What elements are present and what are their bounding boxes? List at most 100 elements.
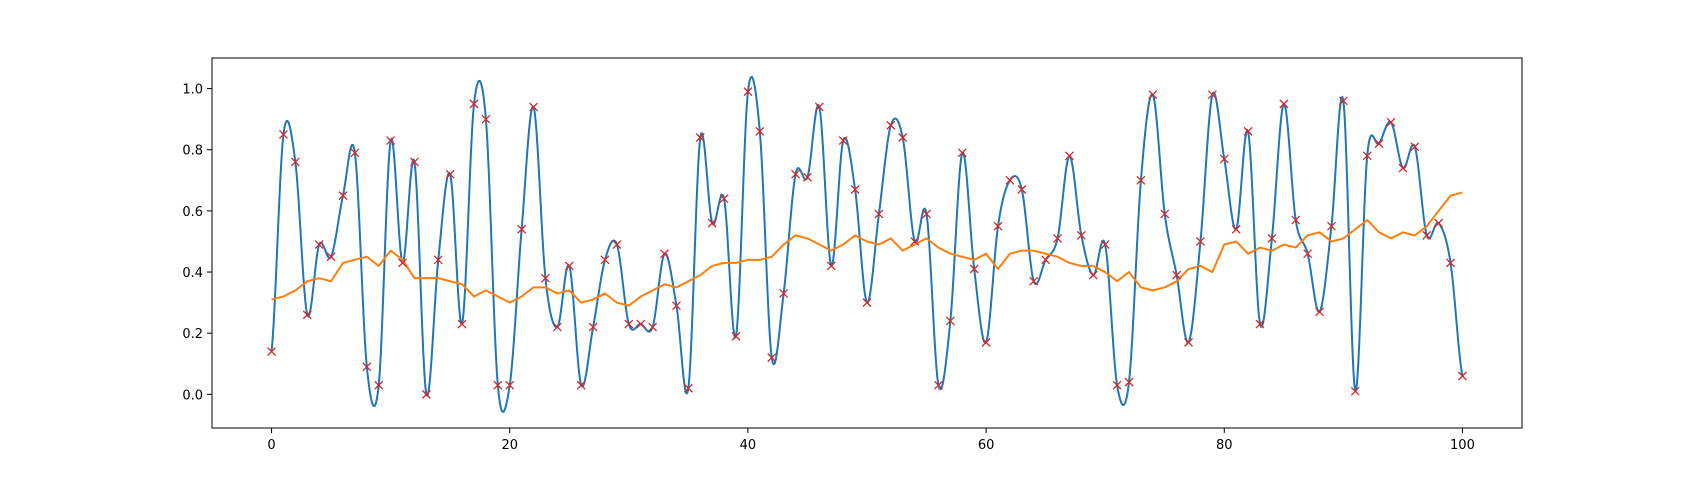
sample-marker: [278, 129, 288, 139]
sample-marker-stroke: [1434, 218, 1444, 228]
sample-marker: [1231, 224, 1241, 234]
sample-marker: [624, 319, 634, 329]
sample-marker: [481, 114, 491, 124]
sample-marker: [648, 322, 658, 332]
sample-marker: [1064, 151, 1074, 161]
sample-marker-stroke: [1279, 99, 1289, 109]
sample-marker: [386, 136, 396, 146]
sample-marker: [267, 347, 277, 357]
sample-marker: [779, 288, 789, 298]
sample-marker-stroke: [600, 255, 610, 265]
sample-marker-stroke: [1255, 319, 1265, 329]
sample-marker: [457, 319, 467, 329]
sample-marker-stroke: [874, 209, 884, 219]
sample-marker-stroke: [1136, 175, 1146, 185]
sample-marker-stroke: [862, 298, 872, 308]
sample-marker-stroke: [993, 221, 1003, 231]
sample-marker: [1184, 337, 1194, 347]
sample-marker: [529, 102, 539, 112]
sample-marker: [862, 298, 872, 308]
sample-marker-stroke: [707, 218, 717, 228]
sample-marker-stroke: [1243, 126, 1253, 136]
sample-marker-stroke: [886, 120, 896, 130]
sample-marker-stroke: [731, 331, 741, 341]
sample-marker: [910, 237, 920, 246]
sample-marker: [1255, 319, 1265, 329]
axis-ticks: 0 20 40 60 80 100 0.0 0.2 0.4 0.6 0.8 1.0: [182, 83, 1475, 453]
sample-marker-stroke: [624, 319, 634, 329]
sample-marker: [409, 157, 419, 167]
sample-marker: [731, 331, 741, 341]
sample-marker: [850, 185, 860, 194]
sample-marker-stroke: [1219, 154, 1229, 164]
sample-marker-stroke: [362, 362, 372, 372]
sample-marker-stroke: [945, 316, 955, 326]
sample-marker-stroke: [719, 194, 729, 204]
sample-marker-stroke: [814, 102, 824, 112]
sample-marker: [1422, 230, 1432, 240]
sample-marker-stroke: [850, 185, 860, 194]
sample-marker-stroke: [1029, 276, 1039, 286]
sample-marker-stroke: [1362, 151, 1372, 161]
sample-marker: [802, 172, 812, 182]
sample-marker: [1410, 142, 1420, 152]
sample-marker-stroke: [1207, 90, 1217, 100]
sample-marker: [338, 191, 348, 201]
sample-marker: [660, 249, 670, 259]
sample-marker-stroke: [1053, 233, 1063, 243]
sample-marker: [886, 120, 896, 130]
sample-marker: [1446, 258, 1456, 268]
sample-marker: [564, 261, 574, 271]
sample-marker-stroke: [1124, 377, 1134, 387]
sample-marker-stroke: [302, 310, 312, 320]
sample-marker-stroke: [1374, 139, 1384, 149]
sample-marker: [1136, 175, 1146, 185]
sample-marker-stroke: [898, 133, 908, 142]
sample-marker-stroke: [457, 319, 467, 329]
sample-marker: [1219, 154, 1229, 164]
x-tick-label: 20: [501, 438, 518, 453]
sample-marker: [1088, 270, 1098, 280]
sample-marker-stroke: [469, 99, 479, 109]
sample-marker-stroke: [1184, 337, 1194, 347]
x-tick-label: 100: [1450, 438, 1475, 453]
sample-marker: [933, 380, 943, 390]
sample-marker: [874, 209, 884, 219]
sample-marker: [1017, 185, 1027, 194]
sample-marker-stroke: [1326, 221, 1336, 231]
y-tick-label: 0.2: [182, 327, 203, 342]
sample-marker: [493, 380, 503, 390]
sample-marker-stroke: [350, 148, 360, 158]
sample-marker-stroke: [326, 252, 336, 262]
sample-marker: [505, 380, 515, 390]
sample-marker-stroke: [1386, 117, 1396, 127]
sample-marker-stroke: [1267, 233, 1277, 243]
sample-marker: [326, 252, 336, 262]
sample-marker-stroke: [1100, 240, 1110, 249]
sample-marker: [922, 209, 932, 219]
sample-marker: [957, 148, 967, 158]
sample-marker: [1160, 209, 1170, 219]
sample-marker-stroke: [671, 301, 681, 311]
sample-marker: [1398, 163, 1408, 173]
sample-marker-stroke: [755, 126, 765, 136]
sample-marker: [755, 126, 765, 136]
sample-marker: [981, 337, 991, 347]
sample-marker-stroke: [409, 157, 419, 167]
sample-marker-stroke: [767, 353, 777, 363]
x-tick-label: 0: [267, 438, 275, 453]
sample-marker-stroke: [648, 322, 658, 332]
sample-marker: [1386, 117, 1396, 127]
sample-marker-stroke: [1338, 96, 1348, 106]
sample-marker-stroke: [493, 380, 503, 390]
sample-marker-stroke: [1005, 175, 1015, 185]
sample-marker: [540, 273, 550, 283]
sample-marker: [814, 102, 824, 112]
sample-marker: [1303, 249, 1313, 259]
sample-marker: [421, 389, 431, 399]
sample-marker: [1350, 386, 1360, 396]
sample-marker-stroke: [576, 380, 586, 390]
sample-marker-stroke: [1315, 307, 1325, 317]
